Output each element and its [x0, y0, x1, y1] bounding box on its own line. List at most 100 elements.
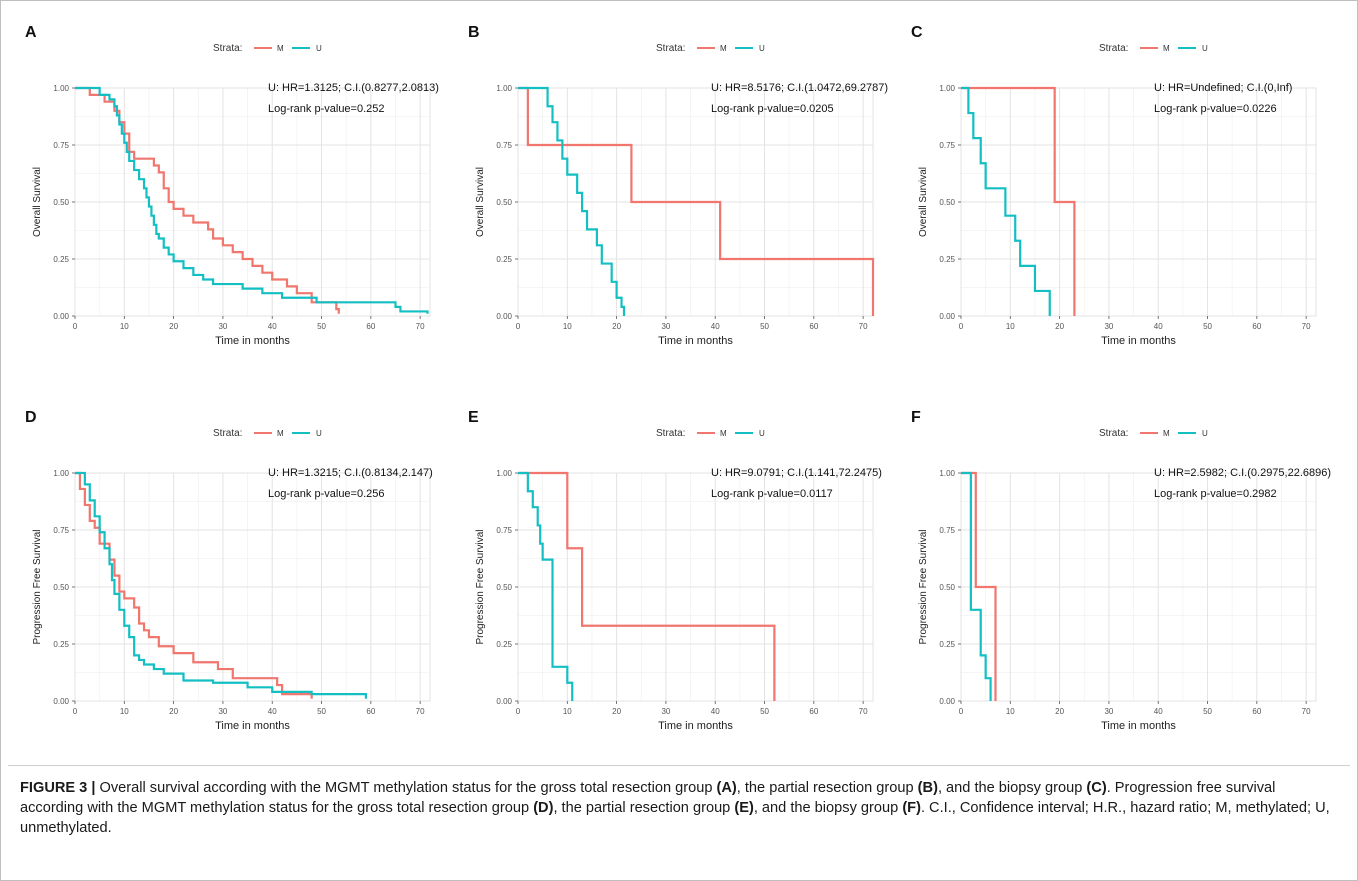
x-tick-label: 70 — [416, 322, 425, 331]
caption-text: Overall survival according with the MGMT… — [95, 780, 717, 796]
y-tick-label: 0.50 — [496, 583, 512, 592]
y-tick-label: 0.00 — [939, 312, 955, 321]
legend-label-u: U — [759, 44, 765, 53]
y-tick-label: 0.25 — [53, 255, 69, 264]
survival-panel-f: F Strata: M U 0 10 20 30 40 50 60 70 0.00 0.25 0.50 0.7… — [906, 405, 1346, 755]
y-tick-label: 0.50 — [53, 583, 69, 592]
x-tick-label: 0 — [959, 707, 964, 716]
y-tick-label: 1.00 — [496, 84, 512, 93]
x-tick-label: 20 — [169, 322, 178, 331]
legend-label-m: M — [277, 44, 284, 53]
pvalue-annotation: Log-rank p-value=0.2982 — [1154, 488, 1277, 500]
x-tick-label: 50 — [760, 707, 769, 716]
x-tick-label: 30 — [661, 322, 670, 331]
figure-label: FIGURE 3 | — [20, 780, 96, 796]
y-tick-label: 1.00 — [939, 84, 955, 93]
legend-label-u: U — [1202, 44, 1208, 53]
x-tick-label: 0 — [73, 707, 78, 716]
y-tick-label: 0.50 — [496, 198, 512, 207]
y-tick-label: 1.00 — [53, 469, 69, 478]
survival-curve-m — [961, 86, 1076, 316]
x-tick-label: 10 — [1006, 322, 1015, 331]
y-axis-label: Progression Free Survival — [32, 529, 43, 644]
y-axis-label: Overall Survival — [32, 167, 43, 237]
x-axis-label: Time in months — [215, 335, 290, 347]
x-tick-label: 0 — [959, 322, 964, 331]
chart-svg: B Strata: M U 0 10 20 30 40 50 60 70 0.00 0.25 0.50 0.7… — [468, 24, 888, 347]
x-tick-label: 60 — [809, 322, 818, 331]
y-tick-label: 0.00 — [53, 697, 69, 706]
y-axis-label: Overall Survival — [918, 167, 929, 237]
y-tick-label: 0.00 — [496, 312, 512, 321]
x-tick-label: 20 — [612, 707, 621, 716]
survival-curve-u — [518, 471, 574, 701]
survival-curve-u — [75, 471, 368, 699]
x-tick-label: 10 — [563, 322, 572, 331]
caption-text: , and the biopsy group — [753, 800, 903, 816]
caption-divider — [8, 765, 1350, 766]
y-tick-label: 0.00 — [939, 697, 955, 706]
y-tick-label: 1.00 — [53, 84, 69, 93]
hr-annotation: U: HR=9.0791; C.I.(1.141,72.2475) — [711, 467, 882, 479]
survival-curve-u — [961, 471, 992, 701]
y-tick-label: 0.50 — [53, 198, 69, 207]
gridlines — [74, 87, 430, 317]
hr-annotation: U: HR=1.3215; C.I.(0.8134,2.147) — [268, 467, 433, 479]
survival-panel-d: D Strata: M U 0 10 20 30 40 50 60 70 0.00 0.25 0.50 0.7… — [20, 405, 460, 755]
survival-panel-c: C Strata: M U 0 10 20 30 40 50 60 70 0.00 0.25 0.50 0.7… — [906, 20, 1346, 370]
x-tick-label: 60 — [366, 707, 375, 716]
x-tick-label: 20 — [169, 707, 178, 716]
x-axis-label: Time in months — [1101, 720, 1176, 732]
caption-panel-ref: (A) — [716, 780, 737, 796]
chart-svg: E Strata: M U 0 10 20 30 40 50 60 70 0.00 0.25 0.50 0.7… — [468, 409, 882, 732]
survival-panel-b: B Strata: M U 0 10 20 30 40 50 60 70 0.00 0.25 0.50 0.7… — [463, 20, 903, 370]
gridlines — [517, 472, 873, 702]
x-tick-label: 60 — [1252, 322, 1261, 331]
x-axis-label: Time in months — [215, 720, 290, 732]
x-tick-label: 30 — [218, 707, 227, 716]
x-tick-label: 30 — [218, 322, 227, 331]
legend-label-m: M — [720, 44, 727, 53]
y-tick-label: 0.50 — [939, 198, 955, 207]
survival-curve-m — [75, 86, 340, 314]
x-tick-label: 70 — [859, 322, 868, 331]
legend: Strata: M U — [656, 43, 765, 54]
caption-panel-ref: (C) — [1086, 780, 1107, 796]
chart-svg: C Strata: M U 0 10 20 30 40 50 60 70 0.00 0.25 0.50 0.7… — [911, 24, 1317, 347]
x-tick-label: 50 — [317, 707, 326, 716]
legend-label-u: U — [316, 44, 322, 53]
y-tick-label: 0.25 — [939, 255, 955, 264]
y-tick-label: 1.00 — [939, 469, 955, 478]
x-tick-label: 20 — [612, 322, 621, 331]
legend-label-u: U — [1202, 429, 1208, 438]
caption-panel-ref: (E) — [734, 800, 754, 816]
pvalue-annotation: Log-rank p-value=0.0117 — [711, 488, 833, 500]
legend-title: Strata: — [1099, 428, 1128, 439]
x-axis-label: Time in months — [658, 720, 733, 732]
x-tick-label: 70 — [1302, 322, 1311, 331]
y-tick-label: 0.00 — [53, 312, 69, 321]
caption-text: , the partial resection group — [553, 800, 735, 816]
x-tick-label: 50 — [317, 322, 326, 331]
survival-curve-m — [518, 471, 776, 701]
pvalue-annotation: Log-rank p-value=0.0205 — [711, 103, 834, 115]
panel-letter: A — [25, 24, 37, 41]
x-tick-label: 50 — [1203, 322, 1212, 331]
x-tick-label: 70 — [1302, 707, 1311, 716]
x-tick-label: 40 — [1154, 322, 1163, 331]
x-tick-label: 50 — [1203, 707, 1212, 716]
caption-text: , the partial resection group — [736, 780, 918, 796]
survival-panel-a: A Strata: M U 0 10 20 30 40 50 60 70 0.00 0.25 0.50 0.7… — [20, 20, 460, 370]
survival-curve-u — [75, 86, 429, 314]
hr-annotation: U: HR=2.5982; C.I.(0.2975,22.6896) — [1154, 467, 1331, 479]
x-tick-label: 20 — [1055, 707, 1064, 716]
caption-panel-ref: (F) — [902, 800, 921, 816]
x-tick-label: 60 — [1252, 707, 1261, 716]
survival-curve-m — [75, 471, 313, 699]
y-tick-label: 0.00 — [496, 697, 512, 706]
x-tick-label: 10 — [120, 322, 129, 331]
x-tick-label: 10 — [120, 707, 129, 716]
x-tick-label: 10 — [1006, 707, 1015, 716]
pvalue-annotation: Log-rank p-value=0.0226 — [1154, 103, 1277, 115]
legend-label-u: U — [759, 429, 765, 438]
